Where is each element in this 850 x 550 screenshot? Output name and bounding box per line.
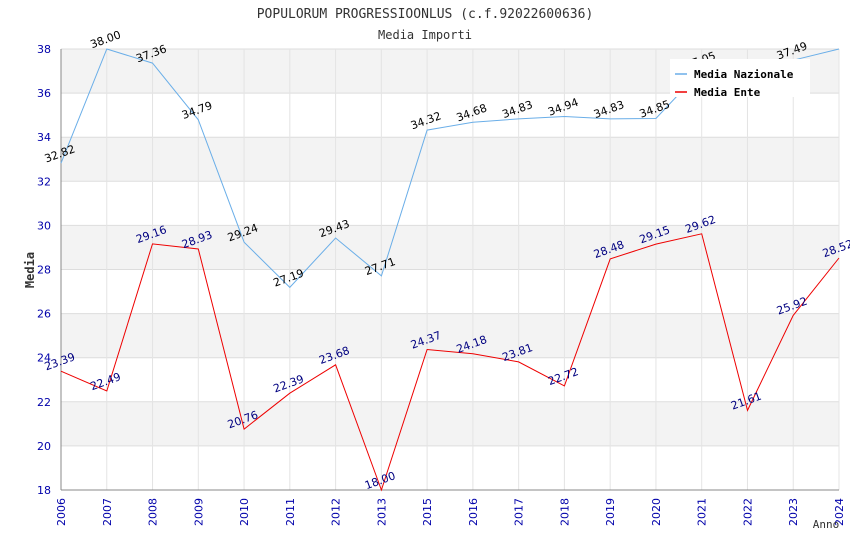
plot-band xyxy=(61,181,839,226)
x-axis-label: Anno xyxy=(813,518,840,531)
x-tick-label: 2008 xyxy=(147,498,160,526)
x-tick-label: 2010 xyxy=(238,498,251,526)
x-tick-label: 2016 xyxy=(467,498,480,526)
legend-label-media-nazionale: Media Nazionale xyxy=(694,68,794,81)
plot-background xyxy=(61,49,839,490)
data-label: 38.00 xyxy=(89,28,123,51)
plot-band xyxy=(61,445,839,490)
x-tick-label: 2018 xyxy=(558,498,571,526)
plot-band xyxy=(61,93,839,138)
plot-band xyxy=(61,225,839,270)
plot-band xyxy=(61,357,839,402)
y-tick-label: 22 xyxy=(37,396,51,409)
y-axis-ticks: 18 20 22 24 26 28 30 32 34 36 38 xyxy=(37,43,51,497)
x-tick-label: 2020 xyxy=(650,498,663,526)
x-tick-label: 2017 xyxy=(513,498,526,526)
chart-title: POPULORUM PROGRESSIOONLUS (c.f.920226006… xyxy=(257,7,594,22)
legend: Media Nazionale Media Ente xyxy=(670,59,810,99)
legend-box xyxy=(670,59,810,97)
y-axis-label: Media xyxy=(23,252,37,288)
y-tick-label: 34 xyxy=(37,131,51,144)
y-tick-label: 32 xyxy=(37,175,51,188)
x-tick-label: 2022 xyxy=(741,498,754,526)
plot-band xyxy=(61,401,839,446)
x-tick-label: 2006 xyxy=(55,498,68,526)
x-tick-label: 2024 xyxy=(833,498,846,526)
x-tick-label: 2013 xyxy=(375,498,388,526)
x-tick-label: 2019 xyxy=(604,498,617,526)
y-tick-label: 36 xyxy=(37,87,51,100)
x-tick-label: 2009 xyxy=(192,498,205,526)
y-tick-label: 26 xyxy=(37,308,51,321)
plot-band xyxy=(61,313,839,358)
y-tick-label: 30 xyxy=(37,219,51,232)
x-tick-label: 2007 xyxy=(101,498,114,526)
x-tick-label: 2011 xyxy=(284,498,297,526)
plot-band xyxy=(61,137,839,182)
plot-band xyxy=(61,269,839,314)
series-line-media-ente xyxy=(60,233,840,492)
y-tick-label: 38 xyxy=(37,43,51,56)
y-tick-label: 18 xyxy=(37,484,51,497)
x-tick-label: 2012 xyxy=(330,498,343,526)
y-tick-label: 28 xyxy=(37,264,51,277)
chart-subtitle: Media Importi xyxy=(378,28,472,42)
y-tick-label: 24 xyxy=(37,352,51,365)
legend-label-media-ente: Media Ente xyxy=(694,86,761,99)
x-tick-label: 2023 xyxy=(787,498,800,526)
x-tick-label: 2021 xyxy=(696,498,709,526)
x-axis-ticks: 2006 2007 2008 2009 2010 2011 2012 2013 2015 2016… xyxy=(55,498,846,526)
x-tick-label: 2015 xyxy=(421,498,434,526)
y-tick-label: 20 xyxy=(37,440,51,453)
